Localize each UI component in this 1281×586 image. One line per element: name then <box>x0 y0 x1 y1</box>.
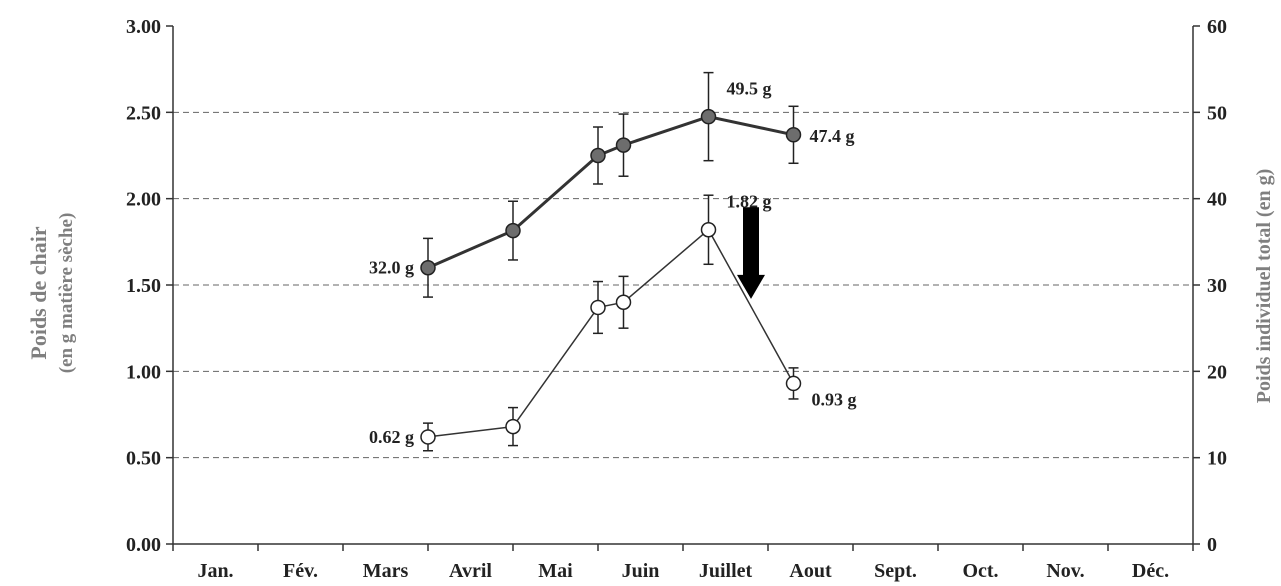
data-label: 1.82 g <box>727 192 772 212</box>
data-point <box>700 108 717 125</box>
y-left-axis-title-line2: (en g matière sèche) <box>56 213 77 374</box>
data-point <box>420 429 436 445</box>
data-label: 0.93 g <box>812 389 857 409</box>
y-left-tick-label: 0.50 <box>126 448 161 470</box>
data-point <box>785 127 802 143</box>
x-tick-label: Aout <box>789 560 832 582</box>
x-tick-label: Juin <box>622 560 660 582</box>
y-left-tick-label: 1.00 <box>126 361 161 383</box>
x-tick-label: Jan. <box>197 560 233 582</box>
series-1 <box>420 194 802 452</box>
y-left-tick-label: 0.00 <box>126 534 161 556</box>
y-right-axis-title: Poids individuel total (en g) <box>1253 169 1275 403</box>
x-tick-label: Oct. <box>962 560 998 582</box>
x-tick-label: Mars <box>363 560 409 582</box>
data-label: 0.62 g <box>369 427 414 447</box>
grid-lines <box>173 111 1193 459</box>
series-0 <box>420 71 802 298</box>
data-point <box>420 259 436 276</box>
y-right-tick-label: 60 <box>1207 16 1227 38</box>
data-point <box>505 222 521 239</box>
data-labels: 32.0 g 49.5 g 47.4 g 0.62 g 1.82 g 0.93 g <box>369 79 857 447</box>
data-label: 47.4 g <box>810 126 855 146</box>
y-right-tick-label: 30 <box>1207 275 1227 297</box>
x-tick-label: Mai <box>538 560 573 582</box>
data-point <box>615 137 632 153</box>
y-right-tick-label: 20 <box>1207 361 1227 383</box>
data-point <box>505 418 521 435</box>
y-left-tick-label: 3.00 <box>126 16 161 38</box>
y-left-tick-label: 2.00 <box>126 189 161 211</box>
data-point <box>615 294 632 311</box>
down-arrow-icon <box>737 207 765 299</box>
series-line <box>427 228 795 438</box>
y-left-axis-title-line1: Poids de chair <box>26 226 51 359</box>
x-tick-label: Avril <box>449 560 492 582</box>
axis-ticks: 0.00 0.50 1.00 1.50 2.00 2.50 3.00 0 10 20 30 40 50 6… <box>126 16 1227 582</box>
x-tick-label: Juillet <box>699 560 753 582</box>
x-tick-label: Déc. <box>1132 560 1169 582</box>
data-point <box>700 221 717 238</box>
y-left-tick-label: 1.50 <box>126 275 161 297</box>
x-tick-label: Fév. <box>283 560 318 582</box>
y-right-tick-label: 50 <box>1207 102 1227 124</box>
data-point <box>785 375 802 392</box>
series-line <box>427 115 794 270</box>
x-tick-label: Sept. <box>874 560 917 582</box>
data-label: 49.5 g <box>727 79 772 99</box>
arrow-annotation <box>737 207 765 299</box>
y-left-tick-label: 2.50 <box>126 102 161 124</box>
data-point <box>590 299 606 316</box>
data-label: 32.0 g <box>369 258 414 278</box>
y-right-tick-label: 0 <box>1207 534 1217 556</box>
y-right-tick-label: 40 <box>1207 189 1227 211</box>
series <box>420 71 802 452</box>
y-right-tick-label: 10 <box>1207 448 1227 470</box>
x-tick-label: Nov. <box>1046 560 1084 582</box>
data-point <box>590 147 606 164</box>
